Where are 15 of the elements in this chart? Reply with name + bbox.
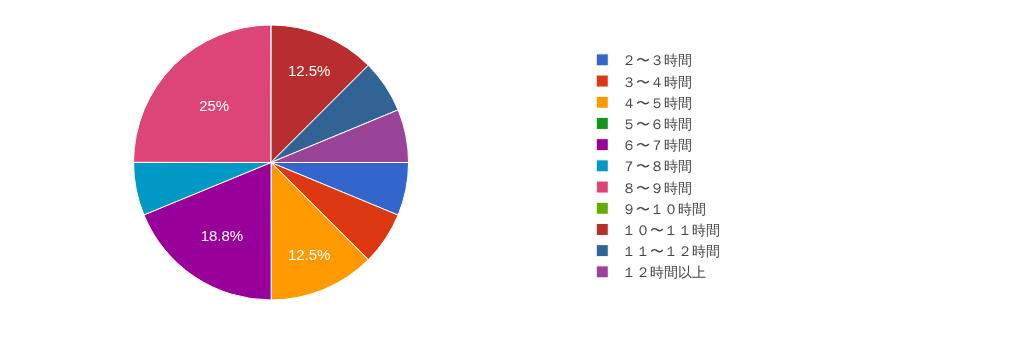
data-label: 12.5% — [287, 62, 331, 80]
legend-label: １０〜１１時間 — [622, 221, 721, 238]
data-label: 12.5% — [287, 245, 331, 263]
legend-label: ８〜９時間 — [622, 179, 693, 196]
legend-label: ２〜３時間 — [622, 52, 693, 69]
data-label: 25% — [199, 96, 230, 114]
legend-label: ５〜６時間 — [622, 115, 693, 132]
legend-label: １２時間以上 — [622, 264, 707, 281]
legend-label: ３〜４時間 — [622, 73, 693, 90]
legend-label: ４〜５時間 — [622, 94, 693, 111]
legend-label: ６〜７時間 — [622, 137, 693, 154]
legend-label: ７〜８時間 — [622, 158, 693, 175]
legend-label: １１〜１２時間 — [622, 243, 721, 260]
data-label: 18.8% — [200, 227, 244, 245]
legend-label: ９〜１０時間 — [622, 200, 707, 217]
